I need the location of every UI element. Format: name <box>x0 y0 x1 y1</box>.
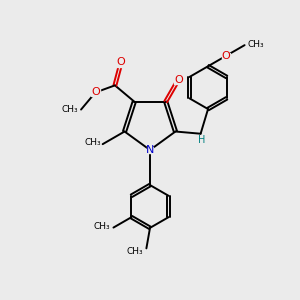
Text: CH₃: CH₃ <box>127 247 143 256</box>
Bar <box>174 78 181 84</box>
Text: H: H <box>198 135 206 145</box>
Text: O: O <box>116 57 125 68</box>
Bar <box>222 52 230 59</box>
Text: CH₃: CH₃ <box>248 40 264 49</box>
Bar <box>147 147 153 153</box>
Text: CH₃: CH₃ <box>61 105 78 114</box>
Bar <box>117 61 124 67</box>
Text: CH₃: CH₃ <box>94 222 110 231</box>
Text: CH₃: CH₃ <box>85 138 101 147</box>
Text: N: N <box>146 145 154 155</box>
Bar <box>91 89 100 96</box>
Text: O: O <box>175 74 184 85</box>
Text: O: O <box>222 51 230 61</box>
Text: O: O <box>91 88 100 98</box>
